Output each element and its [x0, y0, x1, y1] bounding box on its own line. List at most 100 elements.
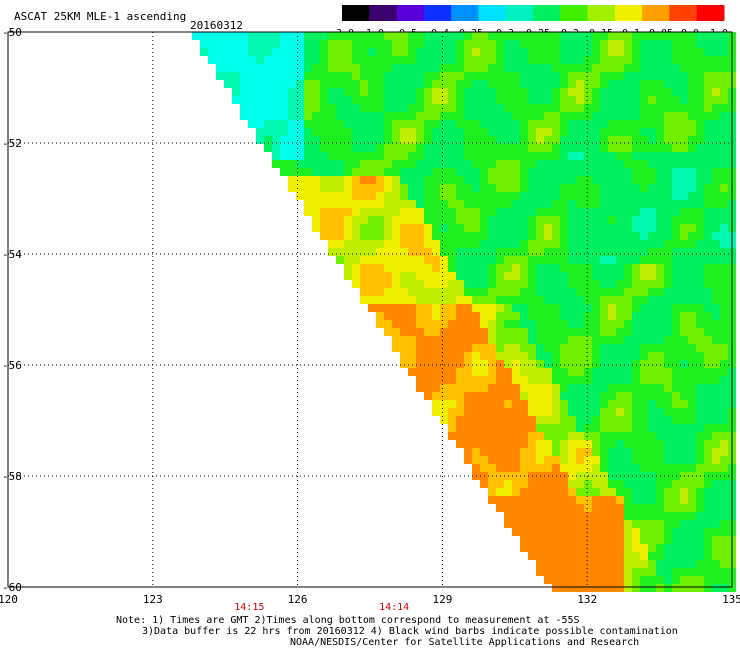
data-cell	[592, 120, 600, 128]
data-cell	[456, 304, 464, 312]
data-cell	[424, 216, 432, 224]
data-cell	[488, 176, 496, 184]
data-cell	[704, 560, 712, 568]
data-cell	[616, 456, 624, 464]
data-cell	[448, 192, 456, 200]
data-cell	[536, 400, 544, 408]
data-cell	[552, 520, 560, 528]
data-cell	[352, 168, 360, 176]
data-cell	[592, 336, 600, 344]
data-cell	[656, 328, 664, 336]
data-cell	[472, 120, 480, 128]
data-cell	[456, 32, 464, 40]
data-cell	[448, 400, 456, 408]
data-cell	[352, 200, 360, 208]
data-cell	[560, 576, 568, 584]
data-cell	[208, 32, 216, 40]
data-cell	[632, 200, 640, 208]
data-cell	[712, 176, 720, 184]
data-cell	[392, 344, 400, 352]
data-cell	[320, 112, 328, 120]
data-cell	[392, 192, 400, 200]
data-cell	[472, 128, 480, 136]
data-cell	[616, 304, 624, 312]
data-cell	[512, 280, 520, 288]
data-cell	[632, 48, 640, 56]
data-cell	[688, 488, 696, 496]
data-cell	[456, 216, 464, 224]
data-cell	[568, 576, 576, 584]
data-cell	[704, 448, 712, 456]
data-cell	[680, 176, 688, 184]
data-cell	[592, 520, 600, 528]
data-cell	[568, 272, 576, 280]
data-cell	[544, 312, 552, 320]
data-cell	[432, 200, 440, 208]
data-cell	[584, 320, 592, 328]
data-cell	[512, 64, 520, 72]
data-cell	[552, 560, 560, 568]
data-cell	[648, 192, 656, 200]
data-cell	[520, 208, 528, 216]
data-cell	[696, 480, 704, 488]
data-cell	[584, 304, 592, 312]
data-cell	[512, 240, 520, 248]
data-cell	[696, 264, 704, 272]
data-cell	[488, 208, 496, 216]
data-cell	[432, 96, 440, 104]
data-cell	[600, 280, 608, 288]
data-cell	[296, 144, 304, 152]
data-cell	[344, 224, 352, 232]
data-cell	[712, 320, 720, 328]
data-cell	[424, 176, 432, 184]
data-cell	[280, 128, 288, 136]
data-cell	[496, 408, 504, 416]
data-cell	[464, 120, 472, 128]
data-cell	[488, 392, 496, 400]
data-cell	[416, 272, 424, 280]
data-cell	[576, 584, 584, 592]
data-cell	[520, 528, 528, 536]
data-cell	[376, 80, 384, 88]
data-cell	[712, 552, 720, 560]
data-cell	[440, 72, 448, 80]
data-cell	[336, 128, 344, 136]
data-cell	[432, 216, 440, 224]
data-cell	[384, 96, 392, 104]
data-cell	[472, 240, 480, 248]
data-cell	[576, 184, 584, 192]
data-cell	[408, 56, 416, 64]
data-cell	[368, 288, 376, 296]
data-cell	[680, 80, 688, 88]
data-cell	[568, 328, 576, 336]
data-cell	[448, 360, 456, 368]
data-cell	[648, 144, 656, 152]
data-cell	[672, 560, 680, 568]
data-cell	[336, 176, 344, 184]
data-cell	[632, 56, 640, 64]
data-cell	[264, 40, 272, 48]
data-cell	[528, 48, 536, 56]
data-cell	[408, 104, 416, 112]
data-cell	[720, 288, 728, 296]
data-cell	[296, 112, 304, 120]
data-cell	[584, 360, 592, 368]
data-cell	[552, 408, 560, 416]
data-cell	[528, 552, 536, 560]
data-cell	[576, 192, 584, 200]
data-cell	[304, 40, 312, 48]
data-cell	[608, 560, 616, 568]
data-cell	[584, 328, 592, 336]
data-cell	[624, 320, 632, 328]
data-cell	[680, 392, 688, 400]
data-cell	[472, 176, 480, 184]
data-cell	[632, 552, 640, 560]
data-cell	[576, 136, 584, 144]
data-cell	[528, 192, 536, 200]
data-cell	[464, 256, 472, 264]
data-cell	[600, 136, 608, 144]
data-cell	[512, 528, 520, 536]
data-cell	[456, 376, 464, 384]
data-cell	[656, 112, 664, 120]
data-cell	[704, 160, 712, 168]
